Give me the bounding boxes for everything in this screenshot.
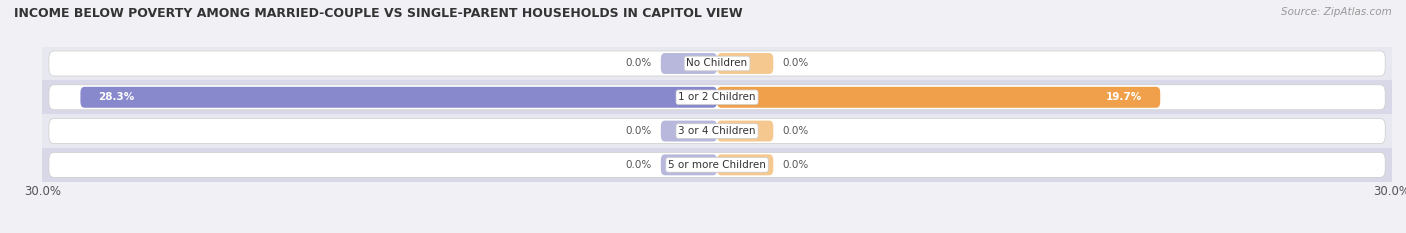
Bar [42,114,1392,148]
Text: 0.0%: 0.0% [782,126,808,136]
Legend: Married Couples, Single Parents: Married Couples, Single Parents [600,231,834,233]
Bar [42,80,1392,114]
Text: 0.0%: 0.0% [626,160,652,170]
FancyBboxPatch shape [49,152,1385,177]
Text: INCOME BELOW POVERTY AMONG MARRIED-COUPLE VS SINGLE-PARENT HOUSEHOLDS IN CAPITOL: INCOME BELOW POVERTY AMONG MARRIED-COUPL… [14,7,742,20]
Text: 0.0%: 0.0% [782,58,808,69]
Text: 3 or 4 Children: 3 or 4 Children [678,126,756,136]
FancyBboxPatch shape [49,51,1385,76]
Text: Source: ZipAtlas.com: Source: ZipAtlas.com [1281,7,1392,17]
Text: 5 or more Children: 5 or more Children [668,160,766,170]
FancyBboxPatch shape [661,154,717,175]
Bar [42,148,1392,182]
FancyBboxPatch shape [80,87,717,108]
FancyBboxPatch shape [717,87,1160,108]
Bar [42,47,1392,80]
Text: 28.3%: 28.3% [98,92,135,102]
Text: 0.0%: 0.0% [626,126,652,136]
FancyBboxPatch shape [717,53,773,74]
Text: 19.7%: 19.7% [1107,92,1142,102]
Text: 0.0%: 0.0% [782,160,808,170]
Text: 1 or 2 Children: 1 or 2 Children [678,92,756,102]
FancyBboxPatch shape [661,121,717,141]
FancyBboxPatch shape [49,85,1385,110]
Text: No Children: No Children [686,58,748,69]
FancyBboxPatch shape [717,154,773,175]
FancyBboxPatch shape [49,119,1385,144]
Text: 0.0%: 0.0% [626,58,652,69]
FancyBboxPatch shape [661,53,717,74]
FancyBboxPatch shape [717,121,773,141]
